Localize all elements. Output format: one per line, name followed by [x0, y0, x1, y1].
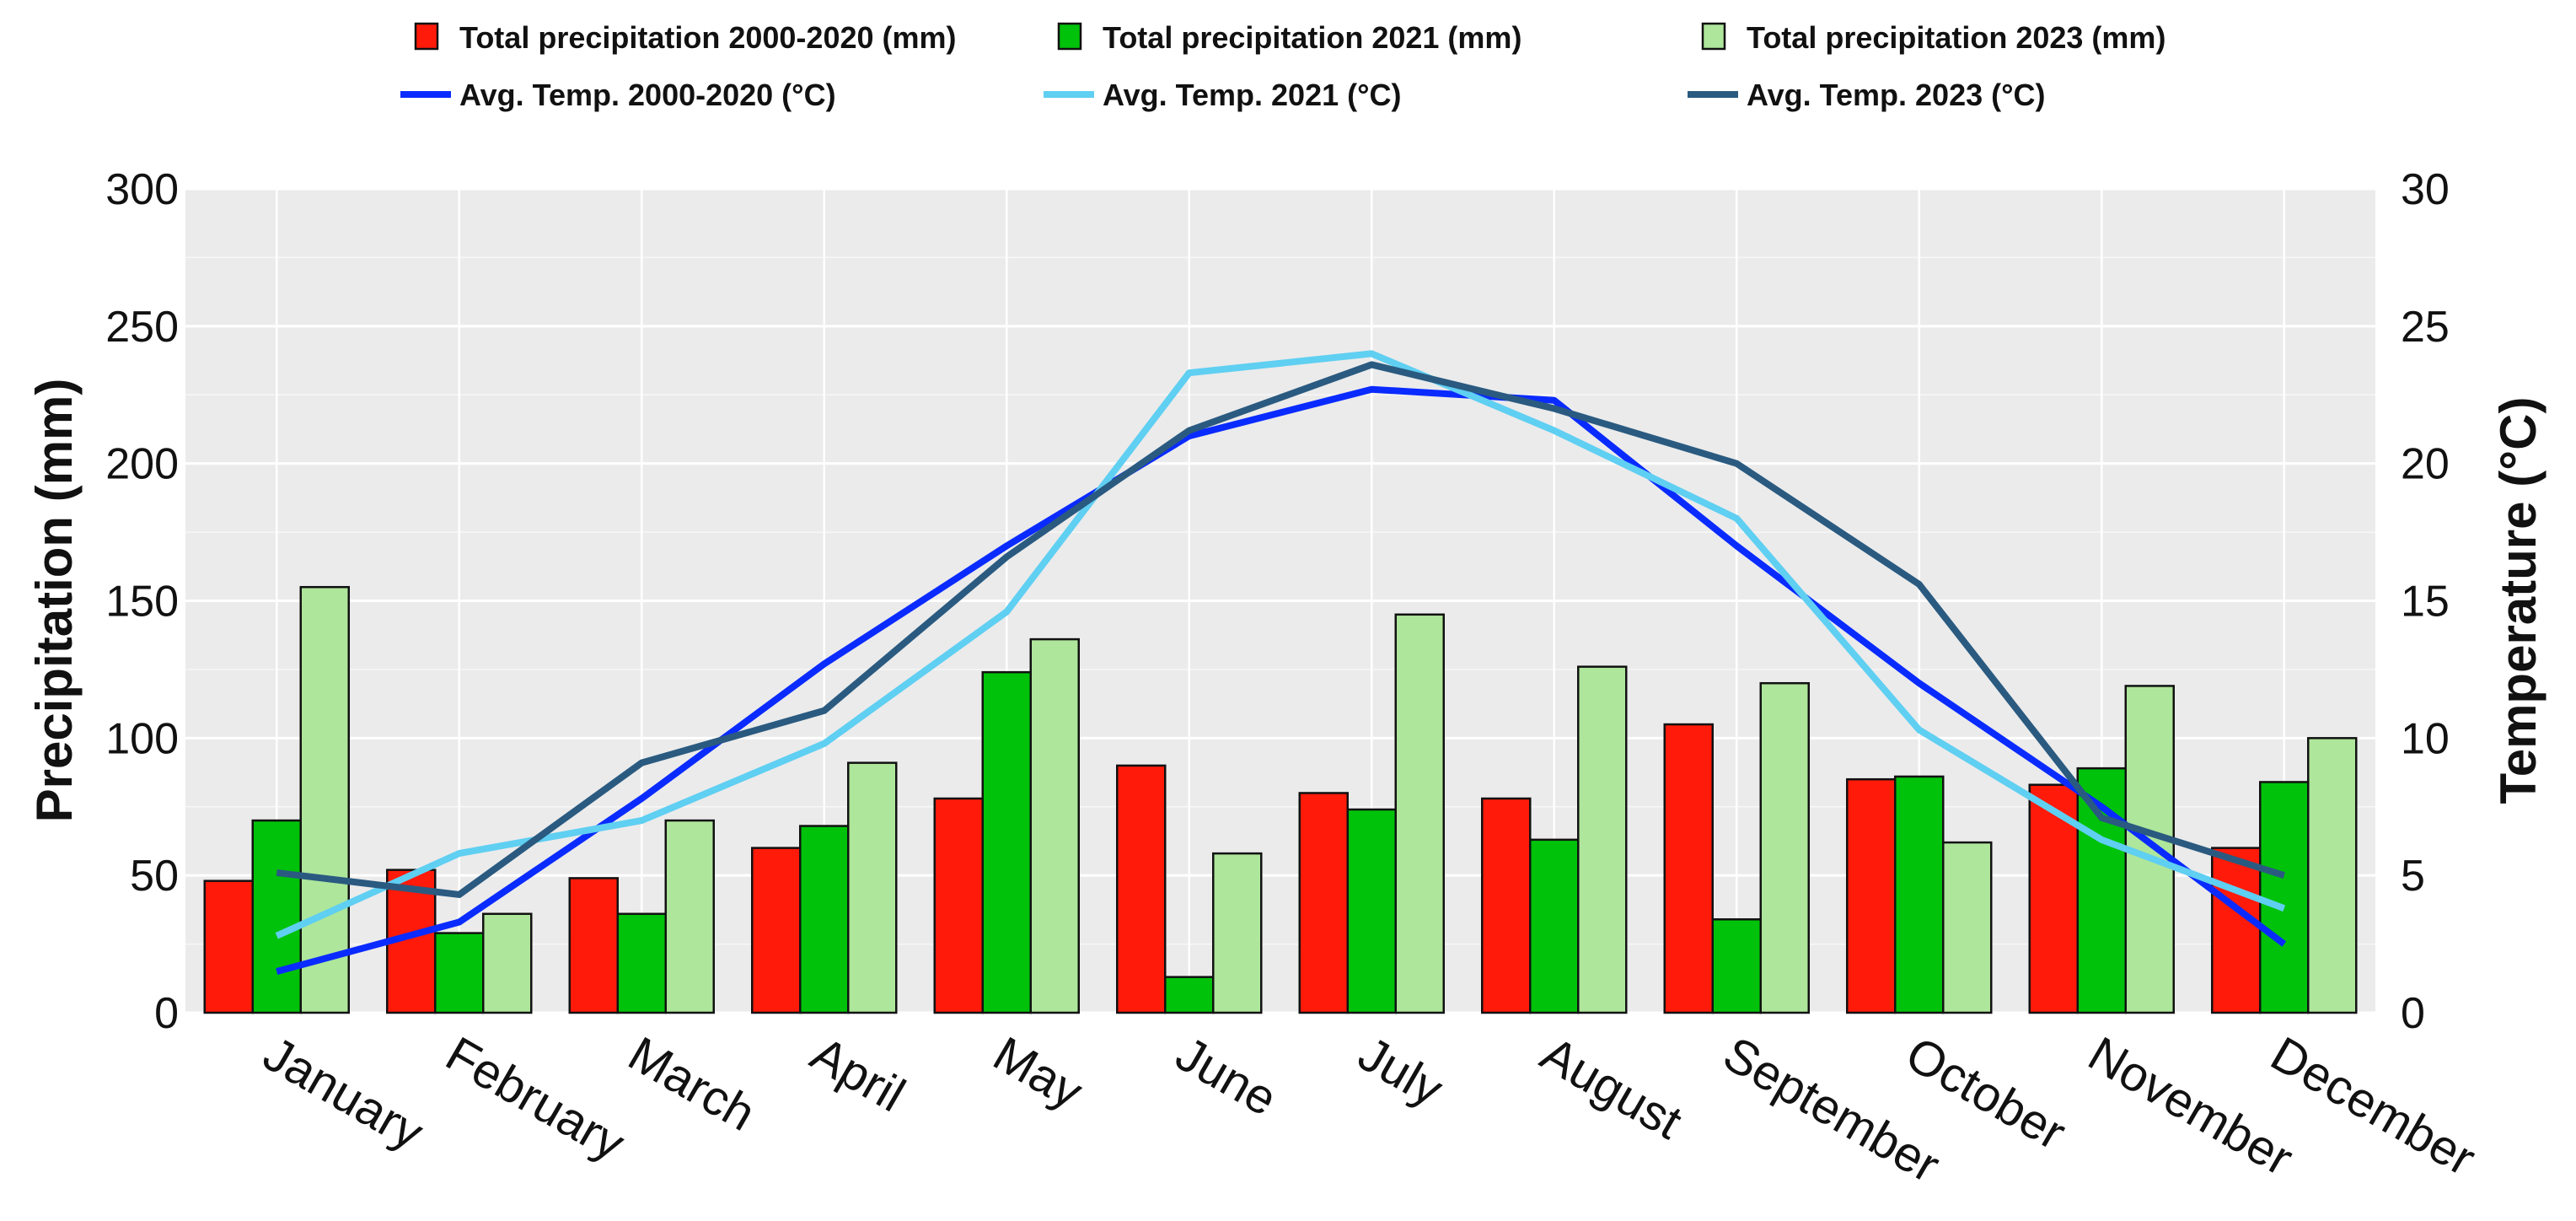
x-tick-january: January [255, 1026, 432, 1160]
y-tick-left: 300 [105, 165, 179, 214]
x-tick-march: March [620, 1026, 765, 1142]
bar-2-april [799, 825, 850, 1014]
bar-2-july [1346, 808, 1397, 1014]
y-tick-right: 5 [2401, 852, 2425, 901]
bar-1-december [2211, 847, 2262, 1014]
y-tick-left: 50 [130, 852, 179, 901]
bar-3-october [1942, 841, 1993, 1014]
y-tick-left: 200 [105, 440, 179, 489]
bar-3-january [299, 585, 350, 1014]
bar-3-june [1212, 852, 1263, 1014]
legend-swatch-bar [414, 22, 439, 51]
x-tick-november: November [2080, 1026, 2302, 1186]
bar-2-september [1711, 918, 1762, 1014]
y-axis-title-right: Temperature (°C) [2490, 397, 2546, 804]
y-tick-right: 20 [2401, 440, 2450, 489]
bar-2-may [981, 670, 1032, 1014]
bar-1-april [751, 847, 802, 1014]
y-tick-right: 30 [2401, 165, 2450, 214]
bar-1-may [933, 797, 984, 1014]
x-tick-june: June [1167, 1026, 1285, 1127]
bar-2-august [1529, 838, 1580, 1014]
x-tick-july: July [1350, 1026, 1452, 1117]
x-tick-april: April [802, 1026, 914, 1122]
bar-2-march [616, 912, 667, 1014]
bar-2-december [2259, 781, 2310, 1014]
temperature-lines [275, 350, 2287, 976]
bar-3-december [2307, 737, 2358, 1014]
bar-3-april [847, 761, 898, 1014]
y-axis-title-left: Precipitation (mm) [26, 379, 83, 823]
legend-label: Avg. Temp. 2023 (°C) [1747, 78, 2045, 112]
legend-label: Avg. Temp. 2021 (°C) [1103, 78, 1401, 112]
legend-label: Total precipitation 2000-2020 (mm) [459, 20, 957, 55]
bar-2-june [1164, 976, 1215, 1014]
bar-1-january [203, 879, 254, 1014]
legend-label: Total precipitation 2021 (mm) [1103, 20, 1521, 55]
y-tick-right: 25 [2401, 303, 2450, 352]
y-tick-right: 0 [2401, 989, 2425, 1038]
bar-1-june [1116, 764, 1167, 1014]
bar-3-may [1029, 637, 1080, 1014]
bar-2-october [1894, 775, 1945, 1014]
legend-label: Total precipitation 2023 (mm) [1747, 20, 2165, 55]
bar-3-february [482, 912, 533, 1014]
bar-3-august [1577, 665, 1628, 1014]
bar-1-july [1298, 792, 1349, 1014]
bar-2-february [434, 932, 485, 1014]
bar-2-january [251, 819, 302, 1014]
left-axis-ticks: 0 50 100 150 200 250 300 [105, 165, 179, 1038]
bar-1-october [1846, 777, 1897, 1014]
bar-1-september [1663, 723, 1714, 1014]
y-tick-right: 15 [2401, 578, 2450, 627]
y-tick-left: 0 [154, 989, 179, 1038]
bar-3-september [1759, 681, 1810, 1014]
legend-swatch-bar [1057, 22, 1082, 51]
y-tick-left: 100 [105, 714, 179, 763]
x-tick-august: August [1532, 1026, 1691, 1150]
x-tick-february: February [437, 1026, 633, 1171]
temp-line-1 [276, 385, 2287, 976]
bar-1-march [568, 877, 619, 1014]
bar-3-july [1394, 613, 1445, 1014]
bar-1-august [1481, 797, 1532, 1014]
legend-swatch-bar [1701, 22, 1726, 51]
x-tick-december: December [2262, 1026, 2484, 1186]
temp-line-3 [276, 361, 2285, 898]
y-tick-left: 150 [105, 578, 179, 627]
legend: Total precipitation 2000-2020 (mm) Total … [400, 20, 2165, 112]
right-axis-ticks: 0 5 10 15 20 25 30 [2401, 165, 2450, 1038]
y-tick-right: 10 [2401, 714, 2450, 763]
legend-label: Avg. Temp. 2000-2020 (°C) [459, 78, 836, 112]
bar-3-march [664, 819, 715, 1014]
y-tick-left: 250 [105, 303, 179, 352]
temp-line-2 [275, 350, 2286, 939]
x-tick-may: May [985, 1026, 1092, 1120]
bars [203, 585, 2358, 1014]
